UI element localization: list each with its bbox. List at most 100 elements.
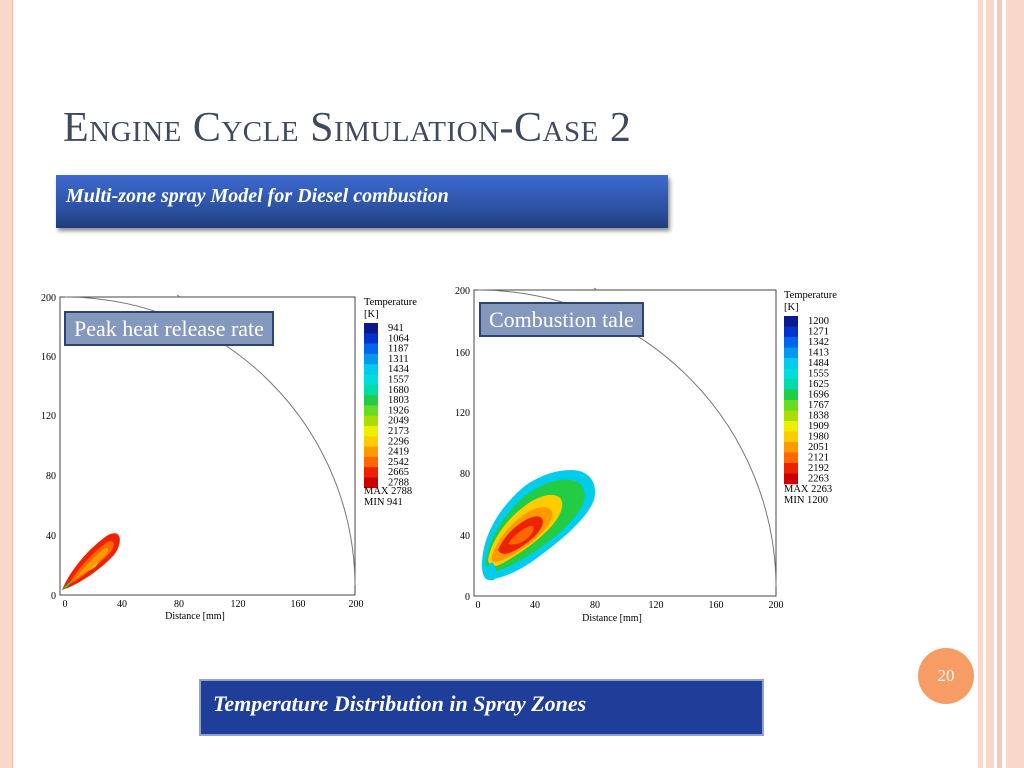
- colorbar-value: 2173: [388, 426, 409, 437]
- colorbar-value: 1413: [808, 348, 829, 359]
- y-tick: 160: [455, 348, 470, 359]
- colorbar-max: MAX 2263: [784, 484, 832, 495]
- colorbar-swatch: [364, 384, 378, 396]
- colorbar-value: 2542: [388, 457, 409, 468]
- colorbar-swatch: [784, 379, 798, 390]
- colorbar-swatch: [784, 431, 798, 443]
- colorbar-value: 1271: [808, 327, 829, 338]
- y-tick: 40: [460, 531, 470, 542]
- plot-combustion-tale: 0 40 80 120 160 200 Distance [mm] 200 16…: [446, 280, 866, 630]
- y-axis-ticks-2: 200 160 120 80 40 0: [455, 286, 470, 603]
- colorbar-value: 1767: [808, 400, 829, 411]
- colorbar-swatch: [364, 426, 378, 437]
- colorbar-swatch: [364, 374, 378, 386]
- colorbar-swatch: [784, 358, 798, 369]
- colorbar-title: Temperature: [784, 290, 837, 301]
- y-tick: 40: [46, 531, 56, 542]
- colorbar-min: MIN 941: [364, 497, 403, 508]
- y-axis-ticks-1: 200 160 120 80 40 0: [41, 293, 56, 602]
- x-tick: 120: [649, 600, 664, 611]
- colorbar-swatch: [364, 436, 378, 447]
- colorbar-2: Temperature [K] 120012711342141314841555…: [784, 290, 837, 506]
- colorbar-swatch: [364, 446, 378, 458]
- colorbar-swatch: [784, 421, 798, 432]
- y-tick: 120: [455, 408, 470, 419]
- colorbar-unit: [K]: [784, 302, 799, 313]
- colorbar-swatch: [364, 364, 378, 375]
- colorbar-swatch: [784, 389, 798, 401]
- colorbar-swatch: [364, 323, 378, 334]
- colorbar-value: 1484: [808, 358, 830, 369]
- colorbar-min: MIN 1200: [784, 495, 828, 506]
- y-tick: 120: [41, 411, 56, 422]
- y-tick: 0: [465, 592, 470, 603]
- colorbar-value: 1803: [388, 395, 409, 406]
- x-tick: 200: [349, 599, 364, 610]
- colorbar-swatch: [784, 368, 798, 380]
- x-axis-label: Distance [mm]: [165, 611, 225, 622]
- page-number-badge: 20: [918, 648, 974, 704]
- colorbar-value: 1555: [808, 369, 829, 380]
- colorbar-value: 2049: [388, 416, 409, 427]
- colorbar-value: 2263: [808, 474, 829, 485]
- colorbar-value: 1311: [388, 354, 409, 365]
- y-tick: 80: [460, 469, 470, 480]
- colorbar-swatch: [784, 463, 798, 474]
- colorbar-value: 2665: [388, 467, 409, 478]
- x-axis-ticks-1: 0 40 80 120 160 200: [63, 599, 364, 610]
- colorbar-value: 2419: [388, 447, 409, 458]
- colorbar-value: 1680: [388, 385, 409, 396]
- colorbar-swatch: [364, 456, 378, 468]
- y-tick: 80: [46, 471, 56, 482]
- left-decorative-border: [0, 0, 13, 768]
- x-tick: 160: [291, 599, 306, 610]
- x-tick: 40: [117, 599, 127, 610]
- colorbar-swatch: [784, 442, 798, 453]
- colorbar-max: MAX 2788: [364, 486, 412, 497]
- x-tick: 40: [530, 600, 540, 611]
- x-tick: 80: [174, 599, 184, 610]
- colorbar-value: 1200: [808, 316, 829, 327]
- plot-label-combustion-tale: Combustion tale: [479, 302, 644, 337]
- colorbar-unit: [K]: [364, 309, 379, 320]
- x-tick: 200: [769, 600, 784, 611]
- colorbar-value: 1557: [388, 375, 409, 386]
- colorbar-swatch: [364, 477, 378, 489]
- colorbar-swatch: [364, 333, 378, 344]
- colorbar-swatch: [364, 405, 378, 416]
- colorbar-value: 1064: [388, 333, 410, 344]
- y-tick: 200: [455, 286, 470, 297]
- colorbar-swatch: [784, 337, 798, 348]
- colorbar-swatch: [364, 415, 378, 427]
- colorbar-swatch: [364, 353, 378, 365]
- spray-plume-1: [62, 533, 120, 590]
- spray-plume-2: [482, 470, 596, 580]
- colorbar-value: 1187: [388, 344, 409, 355]
- x-tick: 0: [476, 600, 481, 611]
- colorbar-value: 1838: [808, 411, 829, 422]
- slide-title: Engine Cycle Simulation-Case 2: [63, 105, 632, 151]
- colorbar-title: Temperature: [364, 297, 417, 308]
- temperature-contour-plot-1: 0 40 80 120 160 200 Distance [mm] 200 16…: [41, 293, 417, 622]
- y-tick: 0: [51, 591, 56, 602]
- colorbar-value: 2121: [808, 453, 829, 464]
- caption-banner: Temperature Distribution in Spray Zones: [199, 679, 764, 736]
- x-axis-ticks-2: 0 40 80 120 160 200: [476, 600, 784, 611]
- colorbar-swatch: [784, 347, 798, 359]
- subtitle-banner: Multi-zone spray Model for Diesel combus…: [56, 175, 668, 228]
- temperature-contour-plot-2: 0 40 80 120 160 200 Distance [mm] 200 16…: [455, 286, 837, 624]
- colorbar-swatch: [784, 400, 798, 411]
- colorbar-swatch: [784, 326, 798, 338]
- colorbar-value: 1696: [808, 390, 829, 401]
- colorbar-value: 1434: [388, 364, 410, 375]
- colorbar-value: 2788: [388, 478, 409, 489]
- colorbar-value: 1980: [808, 432, 829, 443]
- colorbar-swatch: [364, 467, 378, 478]
- colorbar-value: 1342: [808, 337, 829, 348]
- plot-label-peak-heat-release: Peak heat release rate: [64, 311, 274, 346]
- caption-text: Temperature Distribution in Spray Zones: [213, 691, 587, 716]
- x-tick: 0: [63, 599, 68, 610]
- colorbar-value: 2192: [808, 463, 829, 474]
- plot-peak-heat-release: 0 40 80 120 160 200 Distance [mm] 200 16…: [30, 285, 450, 625]
